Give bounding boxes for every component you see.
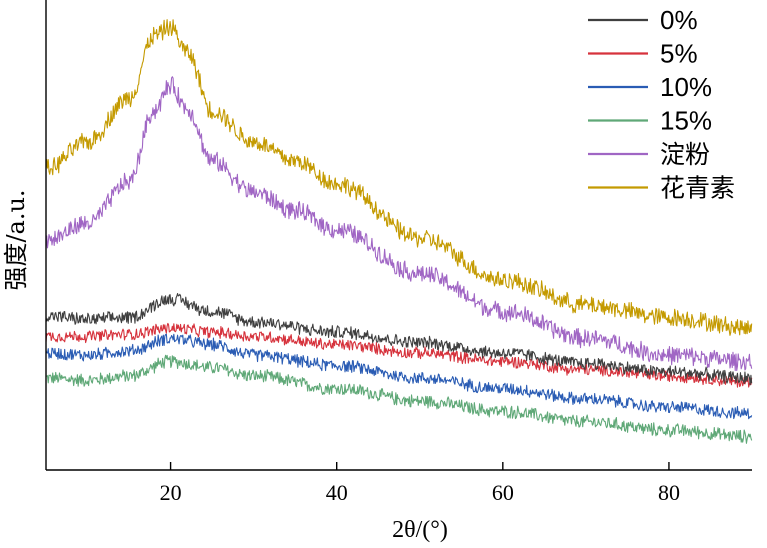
- legend-label: 10%: [660, 72, 712, 102]
- y-axis-label: 强度/a.u.: [2, 189, 30, 290]
- legend-label: 淀粉: [660, 140, 710, 169]
- x-ticks: 20 40 60 80: [160, 462, 680, 505]
- legend-label: 花青素: [660, 174, 735, 203]
- series-line-4: [45, 76, 753, 372]
- series-line-3: [45, 354, 753, 444]
- x-axis-label: 2θ/(°): [392, 517, 448, 543]
- x-tick-label: 40: [326, 480, 348, 505]
- series-line-1: [45, 322, 753, 388]
- legend-label: 0%: [660, 5, 698, 35]
- x-tick-label: 20: [160, 480, 182, 505]
- legend-label: 15%: [660, 106, 712, 136]
- axes: [45, 0, 752, 471]
- series-line-0: [45, 292, 753, 386]
- series-line-2: [45, 333, 753, 420]
- series-line-5: [45, 19, 753, 336]
- x-tick-label: 80: [658, 480, 680, 505]
- plot-lines: [45, 19, 753, 444]
- x-tick-label: 60: [492, 480, 514, 505]
- legend-label: 5%: [660, 39, 698, 69]
